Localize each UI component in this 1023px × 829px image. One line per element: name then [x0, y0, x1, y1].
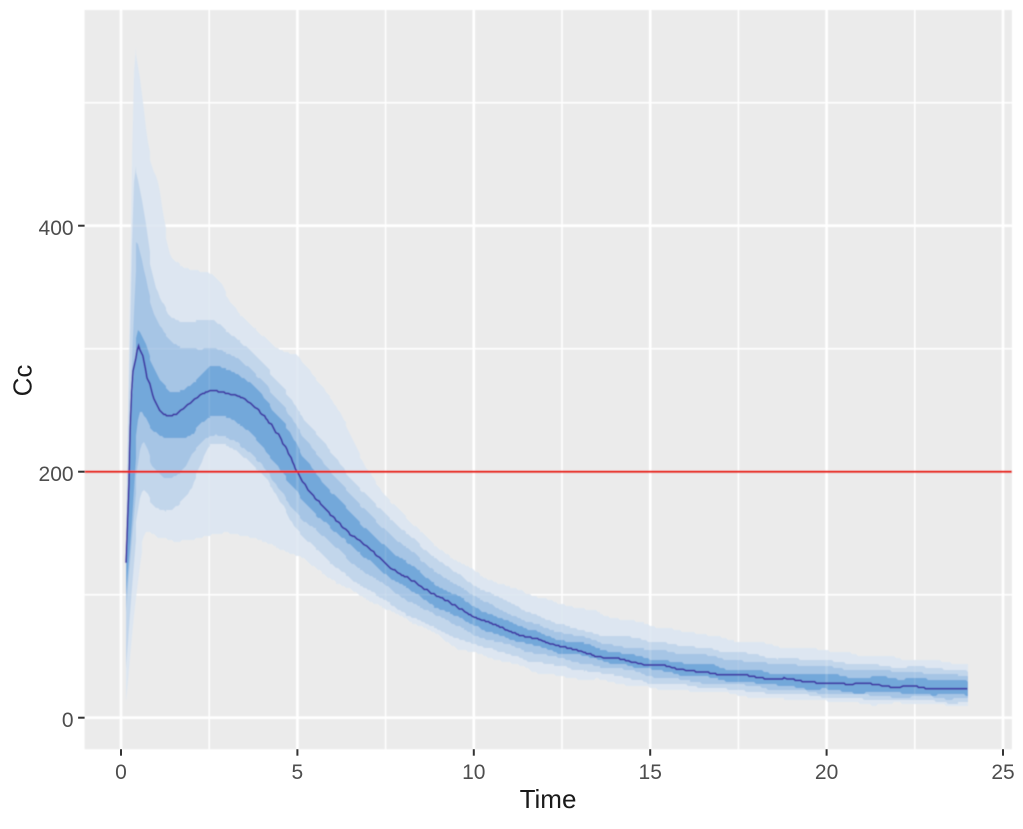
- svg-text:200: 200: [39, 463, 74, 486]
- svg-text:0: 0: [115, 761, 127, 784]
- svg-text:0: 0: [62, 709, 74, 732]
- svg-text:Time: Time: [520, 784, 577, 814]
- svg-text:15: 15: [639, 761, 662, 784]
- svg-text:10: 10: [462, 761, 485, 784]
- svg-text:5: 5: [292, 761, 304, 784]
- svg-text:Cc: Cc: [8, 365, 38, 397]
- svg-text:20: 20: [815, 761, 838, 784]
- svg-text:400: 400: [39, 217, 74, 240]
- svg-text:25: 25: [991, 761, 1014, 784]
